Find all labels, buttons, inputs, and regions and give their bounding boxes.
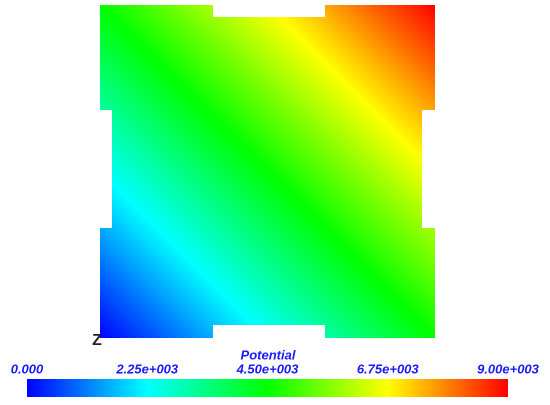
colorbar-tick-label: 0.000 — [11, 361, 44, 376]
field-domain — [100, 5, 435, 338]
colorbar-title: Potential — [241, 347, 296, 362]
colorbar — [27, 379, 508, 397]
colorbar-tick-label: 9.00e+003 — [477, 361, 540, 376]
colorbar-tick-label: 6.75e+003 — [357, 361, 420, 376]
colorbar-tick-label: 2.25e+003 — [115, 361, 179, 376]
colorbar-tick-label: 4.50e+003 — [236, 361, 300, 376]
axis-label: Z — [92, 332, 102, 349]
